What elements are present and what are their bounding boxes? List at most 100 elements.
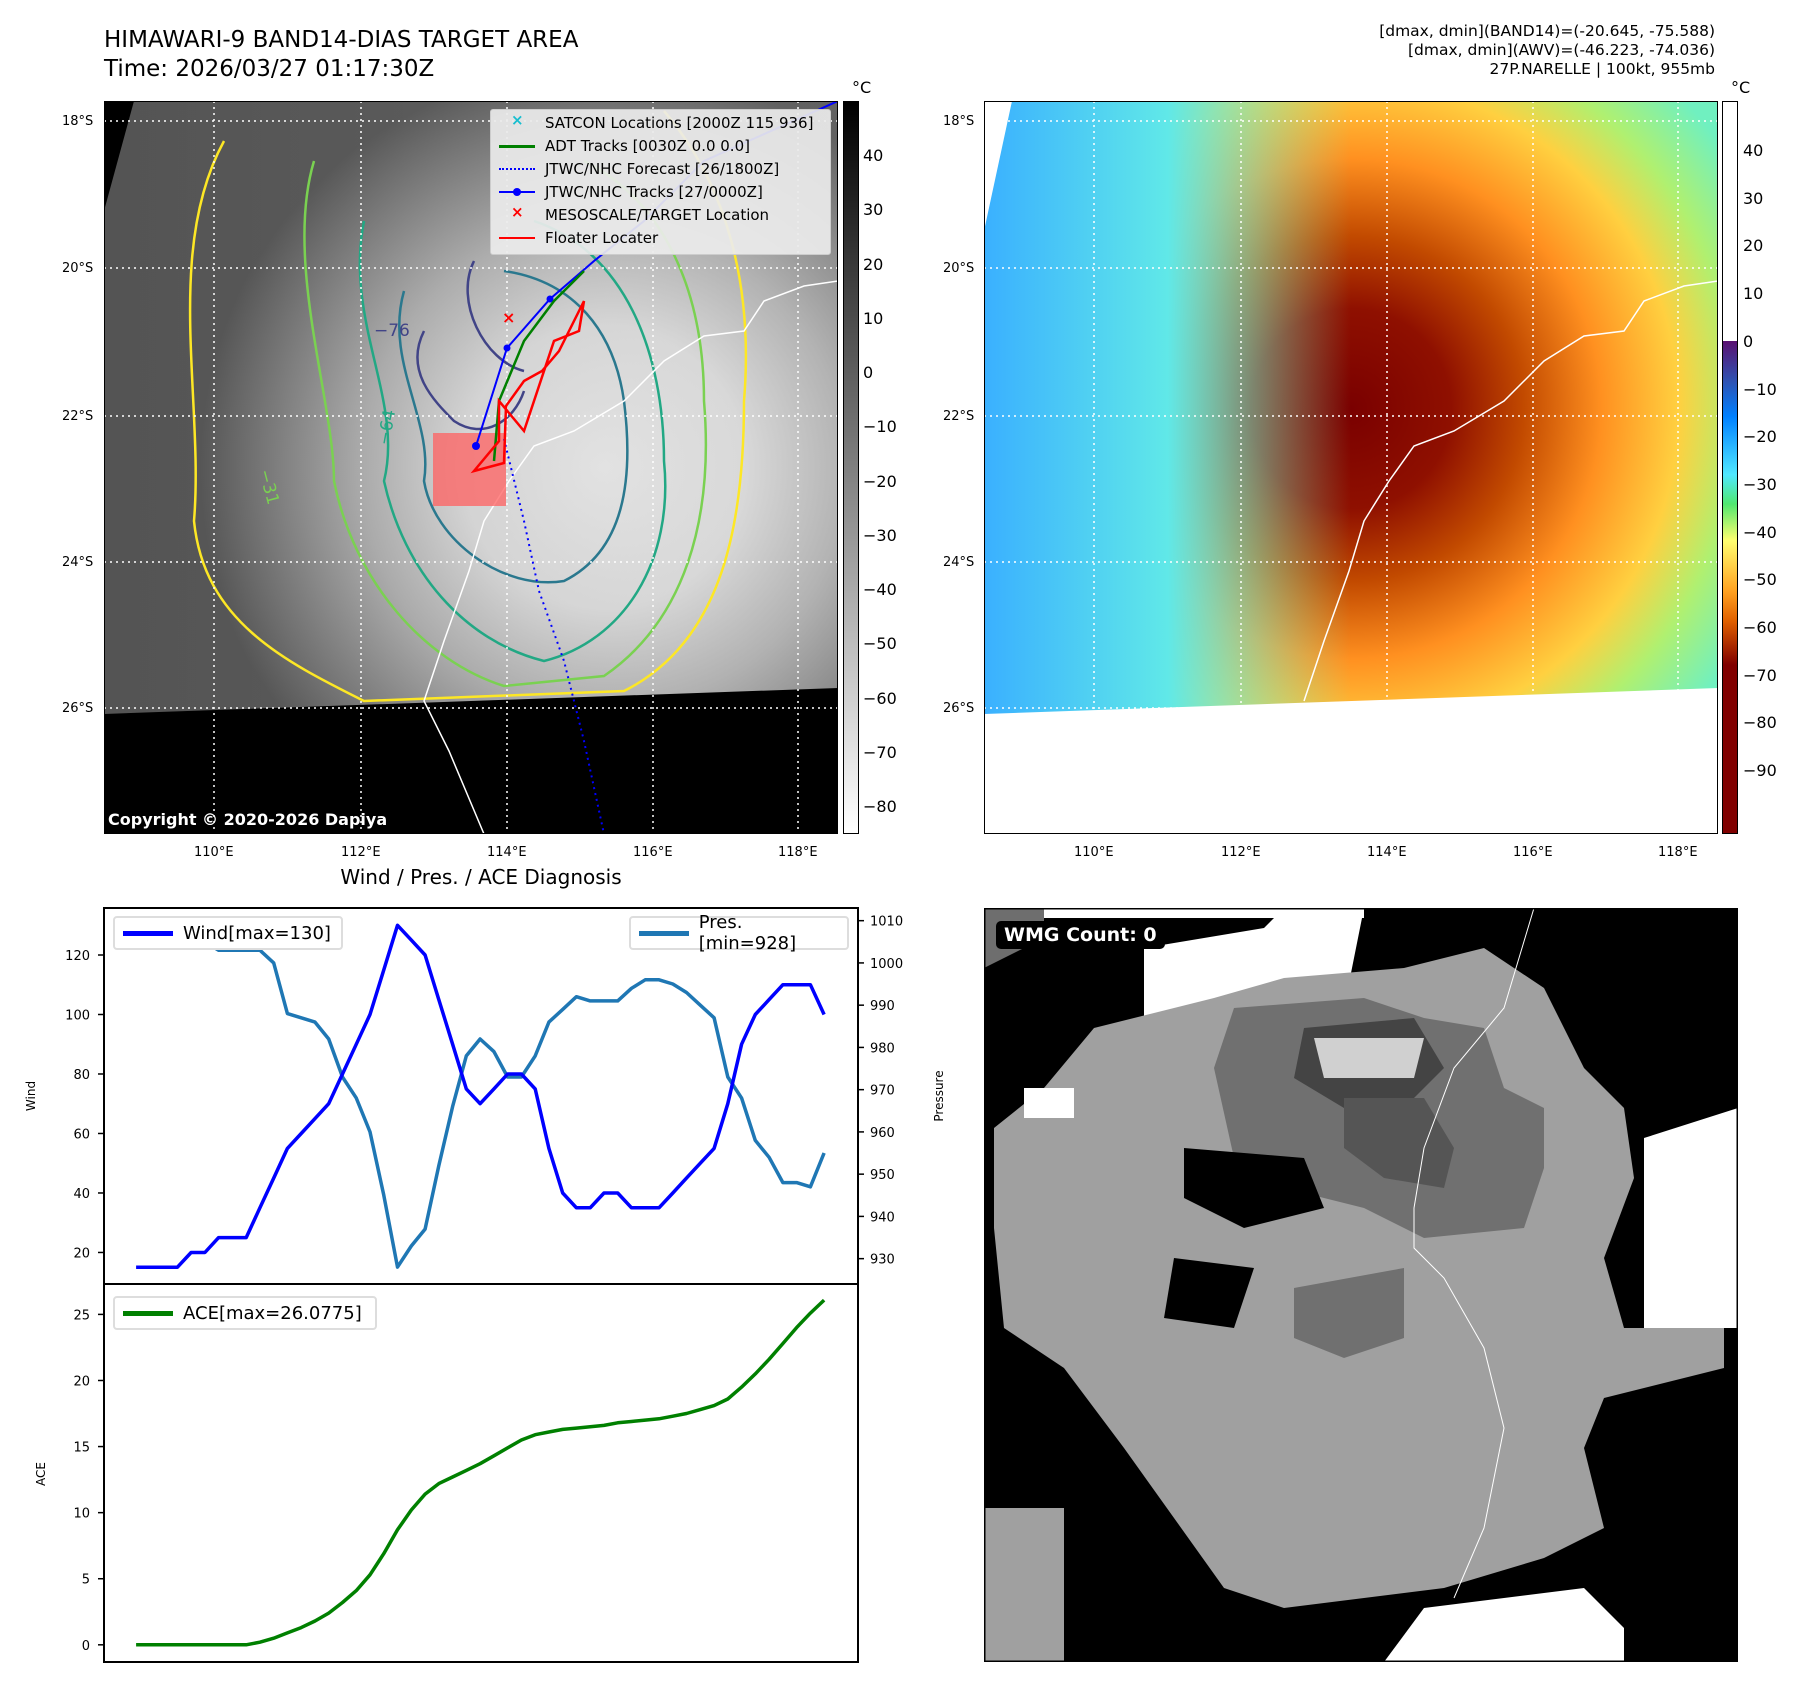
target-area-box — [433, 433, 506, 506]
legend-adt: ADT Tracks [0030Z 0.0 0.0] — [497, 136, 750, 156]
line-icon — [123, 1310, 173, 1316]
colorbar-tick: −20 — [863, 471, 897, 491]
ace-tick-label: 10 — [73, 1507, 90, 1522]
colorbar-tick: 0 — [863, 363, 874, 382]
line-dot-icon — [497, 182, 537, 202]
ace-axis-label: ACE — [34, 1462, 48, 1486]
colorbar-tick: −40 — [863, 580, 897, 599]
wind-pressure-ace-chart: 2040608010012093094095096097098099010001… — [24, 907, 946, 1663]
wmg-count-badge: WMG Count: 0 — [996, 921, 1165, 949]
band14-range: [dmax, dmin](BAND14)=(-20.645, -75.588) — [1379, 22, 1715, 40]
title-line-1: HIMAWARI-9 BAND14-DIAS TARGET AREA — [104, 27, 579, 53]
ace-panel-frame — [103, 1283, 859, 1663]
colorbar-tick: −40 — [1743, 522, 1777, 542]
pressure-tick-label: 970 — [870, 1084, 895, 1099]
legend-label: ADT Tracks [0030Z 0.0 0.0] — [545, 137, 750, 155]
colorbar-tick: −10 — [1743, 379, 1777, 399]
storm-info: [dmax, dmin](BAND14)=(-20.645, -75.588) … — [1379, 22, 1715, 79]
coastline — [1413, 908, 1535, 1599]
ace-tick-label: 5 — [82, 1573, 90, 1588]
colorbar-tick: −80 — [1743, 713, 1777, 733]
wmg-panel — [984, 908, 1738, 1662]
ace-legend: ACE[max=26.0775] — [113, 1296, 377, 1330]
lat-label: 20°S — [943, 261, 975, 276]
wind-legend: Wind[max=130] — [113, 916, 343, 950]
lon-label: 116°E — [633, 845, 673, 860]
pressure-tick-label: 950 — [870, 1168, 895, 1183]
colorbar-tick: 40 — [1743, 141, 1764, 160]
colorbar-tick: 0 — [1743, 331, 1754, 351]
adt-track — [492, 270, 585, 462]
pressure-tick-label: 1000 — [870, 957, 903, 972]
wind-axis-label: Wind — [24, 1081, 38, 1111]
colorbar-unit: °C — [1731, 78, 1751, 97]
color-colorbar — [1722, 101, 1738, 834]
colorbar-tick: 10 — [1743, 284, 1764, 304]
lon-label: 114°E — [1367, 845, 1407, 860]
legend-label: MESOSCALE/TARGET Location — [545, 206, 770, 224]
legend-target: × MESOSCALE/TARGET Location — [497, 203, 770, 225]
wind-tick-label: 20 — [73, 1246, 90, 1261]
legend-forecast: JTWC/NHC Forecast [26/1800Z] — [497, 159, 779, 179]
x-marker-icon: × — [511, 111, 524, 129]
colorbar-tick: −60 — [1743, 618, 1777, 637]
colorbar-tick: −10 — [863, 417, 897, 437]
chart-title: Wind / Pres. / ACE Diagnosis — [340, 865, 622, 889]
ace-tick-label: 25 — [73, 1308, 90, 1323]
ace-tick-label: 20 — [73, 1374, 90, 1389]
colorbar-tick: −60 — [863, 688, 897, 708]
figure-title: HIMAWARI-9 BAND14-DIAS TARGET AREA Time: … — [104, 26, 578, 84]
colorbar-tick: −30 — [1743, 474, 1777, 494]
colorbar-tick: −80 — [863, 797, 897, 816]
colorbar-tick: −90 — [1743, 761, 1777, 781]
title-time: Time: 2026/03/27 01:17:30Z — [104, 56, 435, 82]
contour-label-76: −76 — [374, 321, 410, 341]
wind-tick-label: 120 — [65, 949, 90, 964]
lat-label: 18°S — [62, 114, 94, 129]
map-legend: × SATCON Locations [2000Z 115 936] ADT Tr… — [490, 109, 831, 255]
lat-label: 26°S — [62, 701, 94, 716]
colorbar-tick: 30 — [863, 200, 884, 220]
target-location-marker: × — [502, 308, 515, 327]
ace-line — [136, 1298, 826, 1647]
floater-locater — [470, 300, 586, 474]
line-icon — [639, 930, 689, 936]
lon-label: 112°E — [1221, 845, 1261, 860]
legend-jtwc-tracks: JTWC/NHC Tracks [27/0000Z] — [497, 182, 763, 202]
colorbar-tick: −20 — [1743, 427, 1777, 447]
lat-label: 22°S — [62, 409, 94, 424]
pressure-line — [136, 918, 826, 1269]
ace-legend-label: ACE[max=26.0775] — [183, 1302, 362, 1324]
colorbar-tick: −30 — [863, 525, 897, 545]
colorbar-unit: °C — [852, 78, 872, 97]
grayscale-colorbar — [843, 101, 859, 834]
ace-tick-label: 0 — [82, 1639, 90, 1654]
forecast-track — [503, 438, 605, 834]
wind-line — [136, 923, 826, 1270]
lon-label: 114°E — [487, 845, 527, 860]
colorbar-tick: 20 — [1743, 236, 1764, 256]
pressure-legend: Pres.[min=928] — [629, 912, 849, 954]
colorbar-tick: −50 — [863, 634, 897, 654]
x-marker-icon: × — [511, 203, 524, 221]
pressure-tick-label: 990 — [870, 999, 895, 1014]
legend-label: JTWC/NHC Forecast [26/1800Z] — [545, 160, 780, 178]
awv-range: [dmax, dmin](AWV)=(-46.223, -74.036) — [1408, 41, 1715, 59]
lon-label: 118°E — [1658, 845, 1698, 860]
colorbar-tick: 10 — [863, 308, 884, 328]
colorbar-tick: −50 — [1743, 570, 1777, 590]
colorbar-tick: −70 — [1743, 665, 1777, 685]
storm-summary: 27P.NARELLE | 100kt, 955mb — [1489, 60, 1716, 78]
legend-label: JTWC/NHC Tracks [27/0000Z] — [545, 183, 763, 201]
legend-label: SATCON Locations [2000Z 115 936] — [545, 114, 814, 132]
line-icon — [123, 930, 173, 936]
lat-label: 20°S — [62, 261, 94, 276]
lon-label: 110°E — [194, 845, 234, 860]
colorbar-tick: 30 — [1743, 188, 1764, 208]
lat-label: 18°S — [943, 114, 975, 129]
dotted-line-icon — [497, 159, 537, 179]
copyright: Copyright © 2020-2026 Dapiya — [108, 810, 388, 829]
lat-label: 26°S — [943, 701, 975, 716]
wind-tick-label: 60 — [73, 1127, 90, 1142]
wind-tick-label: 100 — [65, 1008, 90, 1023]
